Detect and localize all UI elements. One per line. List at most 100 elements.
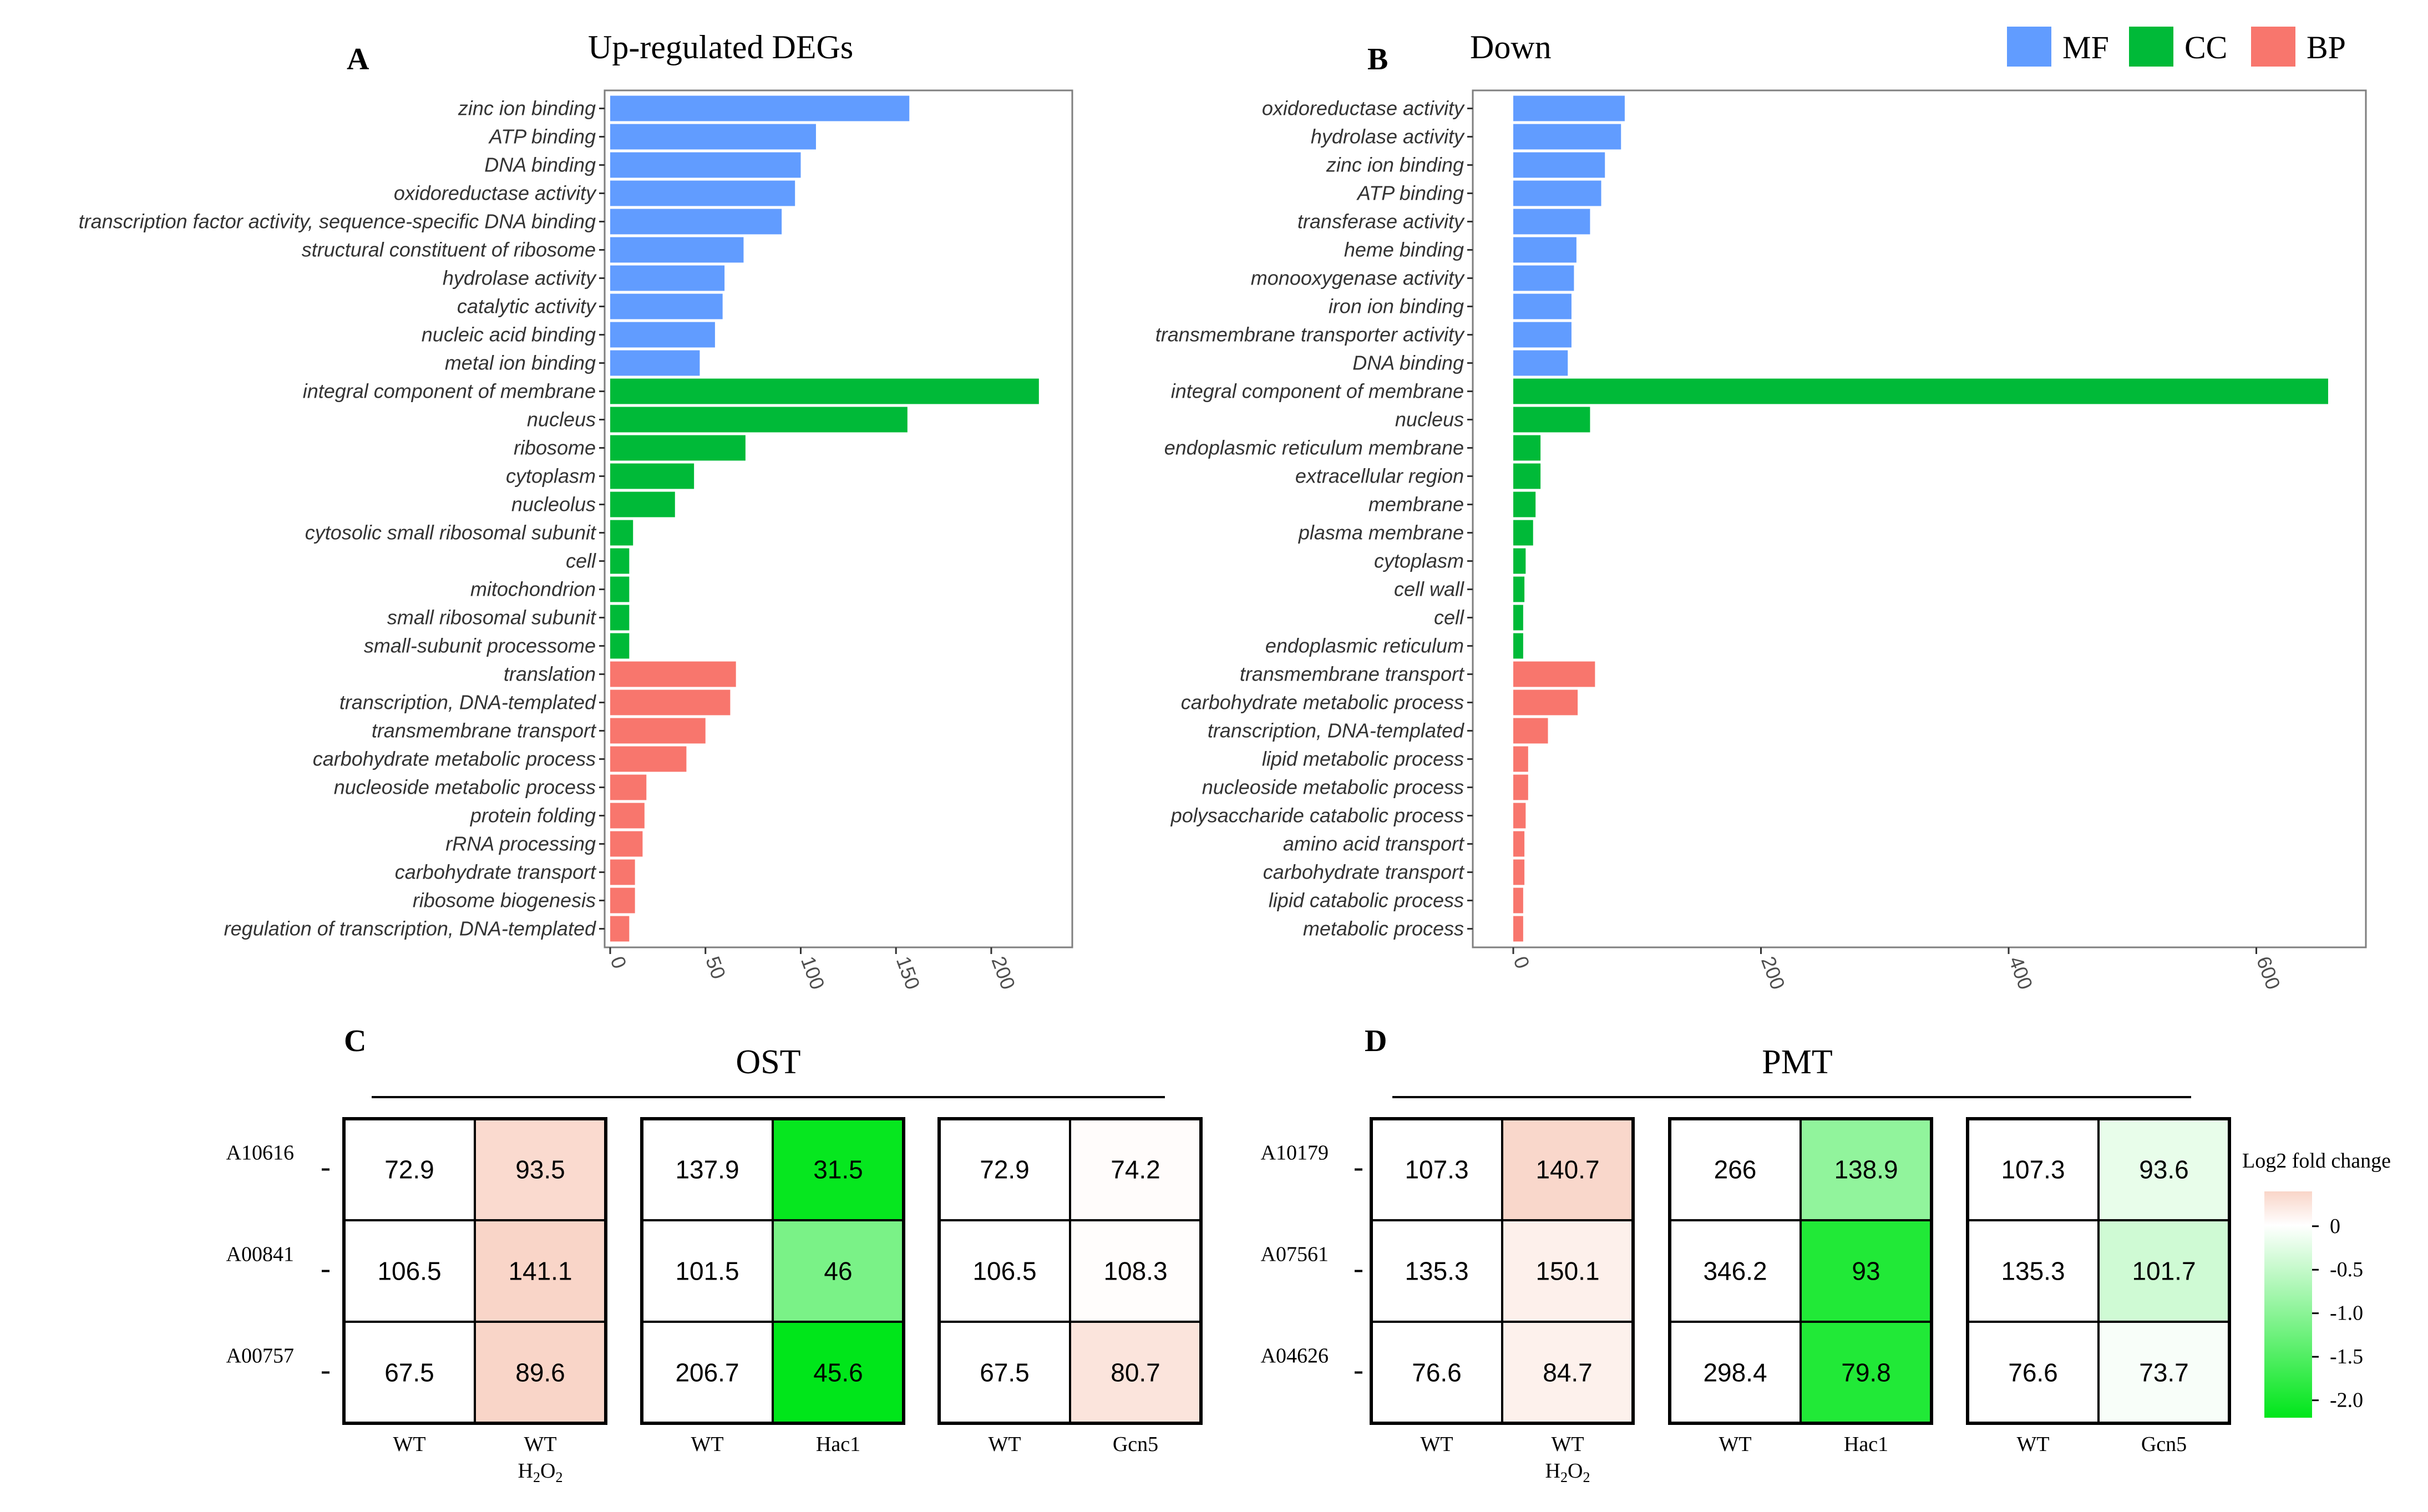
heatmap-block-frame — [1370, 1117, 1635, 1425]
bar-b-12 — [1513, 435, 1541, 461]
heatmap-cell-value: 101.5 — [675, 1257, 739, 1286]
heatmap-column-label: Gcn5 — [1113, 1433, 1158, 1456]
category-label: carbohydrate metabolic process — [313, 748, 596, 770]
bar-b-11 — [1513, 407, 1590, 433]
category-label: lipid metabolic process — [1262, 748, 1464, 770]
bar-b-18 — [1513, 605, 1523, 631]
category-label: small-subunit processome — [364, 635, 596, 657]
category-label: iron ion binding — [1329, 295, 1464, 318]
heatmap-cell-value: 79.8 — [1841, 1358, 1891, 1387]
bar-a-24 — [610, 774, 647, 800]
bar-a-25 — [610, 803, 645, 829]
category-label: transmembrane transport — [1240, 663, 1465, 686]
bar-a-16 — [610, 548, 630, 574]
category-label: nucleolus — [511, 493, 596, 516]
bar-a-11 — [610, 407, 908, 433]
heatmap-cell — [938, 1118, 1071, 1221]
bar-b-15 — [1513, 520, 1533, 546]
category-label: nucleus — [1395, 408, 1464, 431]
heatmap-block-frame — [342, 1117, 607, 1425]
category-label: regulation of transcription, DNA-templat… — [224, 917, 596, 940]
category-label: hydrolase activity — [1311, 125, 1465, 148]
heatmap-cell-value: 106.5 — [377, 1257, 441, 1286]
bar-b-19 — [1513, 633, 1523, 659]
panel-letter-d: D — [1365, 1024, 1387, 1058]
heatmap-cells-c: A10616 A00841 A00757 72.9 93.5 106.5 141.1 67.5… — [226, 1117, 1203, 1485]
category-label: rRNA processing — [445, 833, 596, 855]
category-label: lipid catabolic process — [1269, 889, 1464, 912]
category-label: cytoplasm — [1374, 550, 1464, 572]
heatmap-cell-value: 93 — [1852, 1257, 1880, 1286]
heatmap-cell — [474, 1219, 607, 1323]
panel-d-heatmap: D PMT A10179 A07561 A04626 107.3 140.7 135.3 1… — [1261, 1024, 2231, 1485]
legend-label-mf: MF — [2062, 29, 2109, 65]
heatmap-cell — [1069, 1219, 1202, 1323]
bar-b-17 — [1513, 576, 1525, 602]
bar-a-17 — [610, 576, 630, 602]
bar-a-18 — [610, 605, 630, 631]
category-label: ATP binding — [1356, 182, 1464, 205]
bar-b-6 — [1513, 265, 1574, 291]
category-label: protein folding — [470, 804, 596, 827]
heatmap-column-label: WT — [691, 1433, 723, 1456]
heatmap-cell — [1669, 1321, 1802, 1424]
bar-a-19 — [610, 633, 630, 659]
category-label: cytosolic small ribosomal subunit — [305, 521, 597, 544]
heatmap-cell — [474, 1118, 607, 1221]
bar-a-15 — [610, 520, 633, 546]
category-label: membrane — [1368, 493, 1464, 516]
bar-b-20 — [1513, 661, 1595, 687]
heatmap-cell-value: 76.6 — [2008, 1358, 2058, 1387]
bar-a-20 — [610, 661, 736, 687]
heatmap-cell — [2097, 1321, 2231, 1424]
category-label: plasma membrane — [1298, 521, 1464, 544]
heatmap-cell-value: 93.6 — [2139, 1155, 2189, 1184]
category-label: transmembrane transport — [372, 719, 597, 742]
category-label: cell — [1434, 606, 1464, 629]
bar-b-5 — [1513, 237, 1577, 263]
bar-b-9 — [1513, 350, 1568, 376]
panel-letter-c: C — [344, 1024, 366, 1058]
heatmap-title-c: OST — [736, 1043, 800, 1081]
heatmap-cell-value: 80.7 — [1111, 1358, 1160, 1387]
category-label: ATP binding — [488, 125, 596, 148]
heatmap-cell-value: 72.9 — [980, 1155, 1030, 1184]
heatmap-cell — [2097, 1118, 2231, 1221]
bar-b-26 — [1513, 831, 1525, 857]
heatmap-block-frame — [937, 1117, 1203, 1425]
heatmap-cell — [1501, 1219, 1634, 1323]
bar-b-22 — [1513, 718, 1548, 744]
heatmap-column-label: WT — [524, 1433, 556, 1456]
heatmap-cell-value: 137.9 — [675, 1155, 739, 1184]
heatmap-cell-value: 346.2 — [1703, 1257, 1767, 1286]
category-label: ribosome biogenesis — [413, 889, 596, 912]
bar-a-9 — [610, 350, 700, 376]
category-label: nucleic acid binding — [422, 323, 596, 346]
bar-b-28 — [1513, 887, 1523, 914]
bar-a-14 — [610, 491, 675, 517]
heatmap-cell-value: 206.7 — [675, 1358, 739, 1387]
bar-b-4 — [1513, 209, 1590, 235]
bar-b-24 — [1513, 774, 1528, 800]
bar-b-27 — [1513, 859, 1525, 885]
heatmap-cell — [1800, 1219, 1933, 1323]
category-label: transferase activity — [1297, 210, 1465, 233]
category-labels-a: zinc ion binding ATP binding DNA binding ox… — [79, 97, 605, 940]
bar-a-1 — [610, 124, 816, 150]
bar-b-7 — [1513, 293, 1572, 319]
category-label: small ribosomal subunit — [387, 606, 597, 629]
heatmap-column-label: WT — [393, 1433, 425, 1456]
heatmap-cell-value: 106.5 — [972, 1257, 1036, 1286]
colorbar: Log2 fold change 0 -0.5 -1.0 -1.5 -2.0 — [2242, 1149, 2391, 1418]
legend-label-cc: CC — [2184, 29, 2227, 65]
category-label: nucleoside metabolic process — [1202, 776, 1464, 799]
heatmap-column-label: WT — [1719, 1433, 1751, 1456]
category-label: ribosome — [514, 437, 596, 459]
bar-a-3 — [610, 180, 795, 206]
bar-a-6 — [610, 265, 725, 291]
colorbar-tick-label: -0.5 — [2330, 1258, 2363, 1281]
colorbar-tick-label: -1.5 — [2330, 1345, 2363, 1368]
bar-a-12 — [610, 435, 746, 461]
category-label: oxidoreductase activity — [1262, 97, 1465, 120]
heatmap-cell-value: 67.5 — [384, 1358, 434, 1387]
